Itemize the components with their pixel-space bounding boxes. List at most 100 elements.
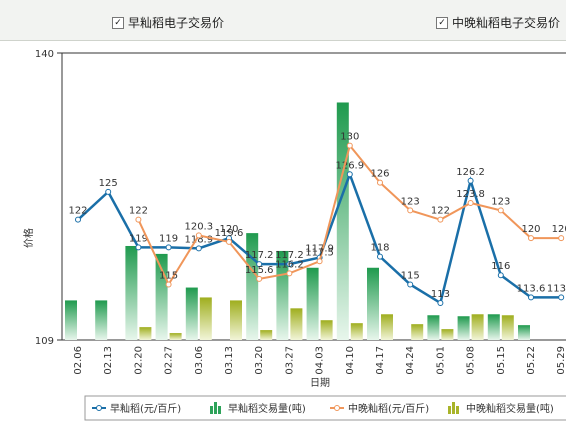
data-label: 119 [129, 233, 148, 244]
y-tick-label: 109 [35, 336, 54, 347]
x-tick-label: 05.29 [556, 346, 566, 375]
bar [411, 324, 424, 340]
data-label: 126.2 [456, 167, 485, 178]
data-label: 113.6 [517, 283, 546, 294]
x-tick-label: 02.27 [164, 346, 175, 375]
bar [487, 314, 500, 340]
point [558, 235, 565, 242]
x-tick-label: 04.03 [315, 346, 326, 375]
point [528, 294, 534, 301]
bar [125, 245, 138, 340]
point [135, 244, 142, 251]
point [437, 299, 444, 306]
point [377, 179, 383, 186]
checkbox-label: 中晚籼稻电子交易价 [452, 16, 561, 30]
bar [350, 323, 363, 340]
point [256, 275, 263, 282]
data-label: 126 [370, 169, 389, 180]
x-tick-label: 03.20 [254, 346, 265, 375]
point [165, 244, 172, 251]
point [346, 171, 353, 178]
data-label: 123 [401, 196, 420, 207]
x-tick-label: 05.22 [526, 346, 537, 375]
legend-label: 早籼稻交易量(吨) [228, 402, 306, 415]
bar [518, 325, 530, 340]
bar [381, 314, 393, 340]
x-tick-label: 03.27 [284, 346, 295, 375]
data-label: 117.2 [275, 250, 304, 261]
bar [199, 297, 212, 340]
point [195, 232, 202, 239]
bar [169, 333, 182, 340]
point [467, 199, 474, 206]
checkbox[interactable]: ✓ 早籼稻电子交易价 [112, 14, 224, 31]
data-label: 119.6 [215, 228, 244, 239]
point [407, 207, 414, 214]
data-label: 126.9 [335, 160, 364, 171]
x-tick-label: 04.24 [405, 346, 416, 375]
bar [501, 315, 514, 340]
data-label: 118 [370, 243, 389, 254]
point [407, 281, 414, 288]
bar [95, 300, 108, 340]
bar [185, 287, 198, 340]
x-tick-label: 02.06 [73, 346, 84, 375]
data-label: 123.8 [456, 189, 485, 200]
data-label: 115 [401, 270, 420, 281]
data-label: 120 [521, 224, 540, 235]
point [226, 238, 232, 245]
point [105, 188, 112, 195]
legend-label: 中晚籼稻(元/百斤) [348, 402, 429, 415]
legend-swatch [214, 402, 217, 414]
x-tick-label: 03.13 [224, 346, 235, 375]
bar [427, 315, 440, 340]
x-tick-label: 05.15 [496, 346, 507, 375]
toolbar: ✓ 早籼稻电子交易价 ✓ 中晚籼稻电子交易价 [0, 0, 566, 41]
bar [471, 314, 484, 340]
data-label: 123 [491, 196, 510, 207]
data-label: 115 [159, 270, 178, 281]
bar [320, 320, 333, 340]
legend-swatch [448, 406, 451, 414]
point [286, 270, 293, 277]
bar [441, 329, 454, 340]
bar [155, 253, 168, 340]
bar [65, 300, 77, 340]
legend-swatch [456, 406, 459, 414]
data-label: 120 [552, 224, 566, 235]
data-label: 122 [431, 206, 450, 217]
point [256, 261, 263, 268]
data-label: 113 [431, 289, 450, 300]
point [316, 258, 323, 265]
bar [367, 267, 379, 340]
bar [139, 327, 152, 340]
checkbox[interactable]: ✓ 中晚籼稻电子交易价 [436, 14, 560, 31]
legend [84, 395, 566, 421]
x-tick-label: 05.01 [435, 346, 446, 375]
point [558, 294, 565, 301]
bar [260, 330, 273, 340]
x-tick-label: 04.17 [375, 346, 386, 375]
point [346, 142, 353, 149]
y-tick-label: 140 [35, 49, 54, 60]
legend-label: 早籼稻(元/百斤) [110, 402, 181, 415]
point [497, 207, 504, 214]
data-label: 113.6 [547, 283, 566, 294]
data-label: 116.2 [275, 259, 304, 270]
point [135, 216, 142, 223]
data-label: 122 [129, 206, 148, 217]
x-axis-title: 日期 [310, 377, 330, 389]
legend-label: 中晚籼稻交易量(吨) [466, 402, 554, 415]
data-label: 117.2 [245, 250, 274, 261]
point [286, 261, 293, 268]
legend-swatch [210, 406, 213, 414]
data-label: 116 [491, 261, 510, 272]
data-label: 115.6 [245, 265, 274, 276]
bar [306, 267, 319, 340]
bar [290, 308, 303, 340]
data-label: 117.5 [305, 247, 334, 258]
point [528, 235, 534, 242]
x-tick-label: 04.10 [345, 346, 356, 375]
data-label: 122 [68, 206, 87, 217]
